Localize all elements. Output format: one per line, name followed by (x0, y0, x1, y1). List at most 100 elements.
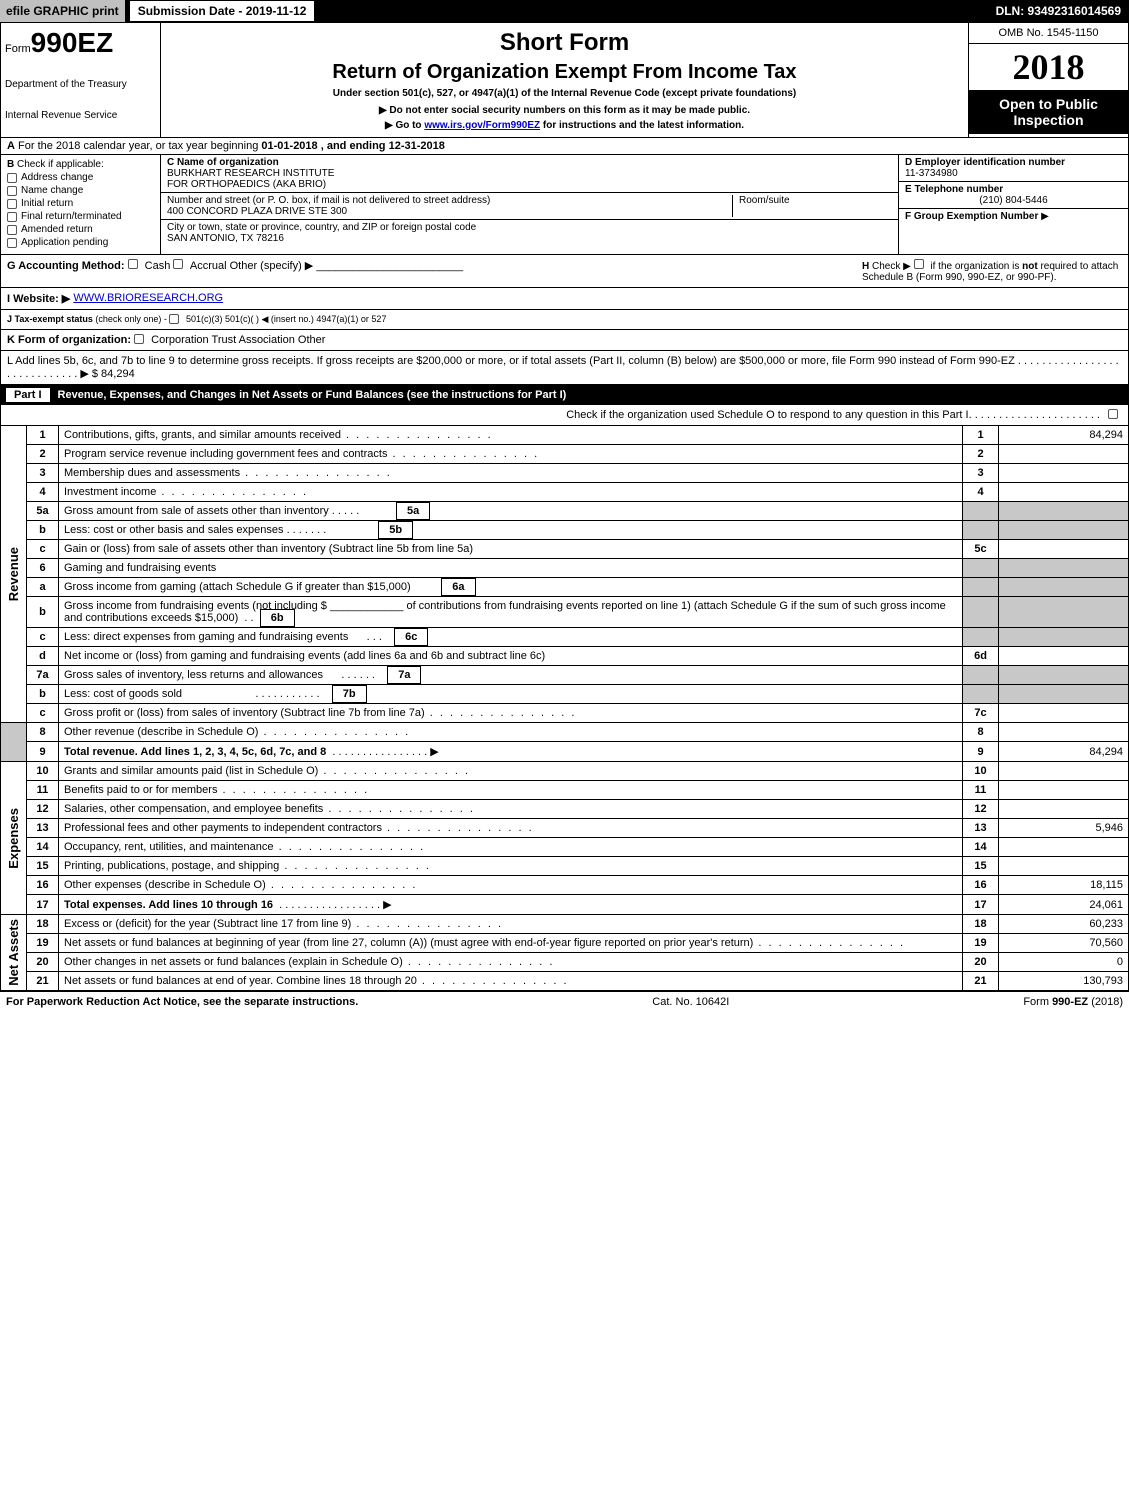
app-pending-label: Application pending (21, 237, 108, 248)
h-check: Check ▶ (872, 261, 911, 272)
page-footer: For Paperwork Reduction Act Notice, see … (0, 991, 1129, 1012)
line-10-num: 10 (27, 762, 59, 781)
line-17-rnum: 17 (963, 895, 999, 915)
line-6b-num: b (27, 597, 59, 628)
line-14-num: 14 (27, 838, 59, 857)
ein-label: D Employer identification number (905, 157, 1065, 168)
website-link[interactable]: WWW.BRIORESEARCH.ORG (73, 292, 223, 305)
return-title: Return of Organization Exempt From Incom… (167, 61, 962, 84)
line-10: Expenses10Grants and similar amounts pai… (1, 762, 1129, 781)
line-6a-subnum: 6a (441, 578, 475, 596)
line-13: 13Professional fees and other payments t… (1, 819, 1129, 838)
line-12-num: 12 (27, 800, 59, 819)
footer-right: Form 990-EZ (2018) (1023, 996, 1123, 1008)
line-12-rnum: 12 (963, 800, 999, 819)
line-17-arrow: ▶ (383, 899, 391, 911)
j-label: J Tax-exempt status (7, 314, 93, 325)
line-5c: cGain or (loss) from sale of assets othe… (1, 540, 1129, 559)
k-label: K Form of organization: (7, 334, 131, 346)
org-name-2: FOR ORTHOPAEDICS (AKA BRIO) (167, 179, 326, 190)
line-4: 4Investment income4 (1, 483, 1129, 502)
form-number: 990EZ (31, 27, 114, 58)
line-6d-val (999, 647, 1129, 666)
line-5a-subnum: 5a (396, 502, 430, 520)
line-2-val (999, 445, 1129, 464)
checkbox-name-change[interactable] (7, 186, 17, 196)
line-2-desc: Program service revenue including govern… (59, 445, 963, 464)
line-8: 8Other revenue (describe in Schedule O)8 (1, 723, 1129, 742)
line-5b-num: b (27, 521, 59, 540)
checkbox-accrual[interactable] (173, 259, 183, 269)
checkbox-cash[interactable] (128, 259, 138, 269)
room-suite: Room/suite (732, 195, 892, 217)
phone-label: E Telephone number (905, 184, 1003, 195)
line-20-rnum: 20 (963, 953, 999, 972)
line-6a-grey (963, 578, 999, 597)
line-12-desc: Salaries, other compensation, and employ… (59, 800, 963, 819)
line-17-desc: Total expenses. Add lines 10 through 16 (64, 899, 273, 911)
checkbox-pending[interactable] (7, 238, 17, 248)
org-name-1: BURKHART RESEARCH INSTITUTE (167, 168, 334, 179)
line-19-num: 19 (27, 934, 59, 953)
line-8-val (999, 723, 1129, 742)
expenses-label: Expenses (6, 808, 21, 869)
g-label: G Accounting Method: (7, 260, 125, 272)
line-11-val (999, 781, 1129, 800)
line-6d-desc: Net income or (loss) from gaming and fun… (59, 647, 963, 666)
line-14-desc: Occupancy, rent, utilities, and maintena… (59, 838, 963, 857)
f-arrow: ▶ (1041, 211, 1049, 222)
line-7a-greyval (999, 666, 1129, 685)
line-13-num: 13 (27, 819, 59, 838)
checkbox-501c3[interactable] (169, 314, 179, 324)
line-7a-subnum: 7a (387, 666, 421, 684)
line-14: 14Occupancy, rent, utilities, and mainte… (1, 838, 1129, 857)
line-18: Net Assets18Excess or (deficit) for the … (1, 915, 1129, 934)
line-10-val (999, 762, 1129, 781)
checkbox-corp[interactable] (134, 334, 144, 344)
goto-link[interactable]: www.irs.gov/Form990EZ (424, 120, 540, 131)
checkbox-schedule-o[interactable] (1108, 409, 1118, 419)
street-label: Number and street (or P. O. box, if mail… (167, 195, 490, 206)
line-4-num: 4 (27, 483, 59, 502)
year-end: 12-31-2018 (389, 140, 445, 152)
omb-number: OMB No. 1545-1150 (969, 23, 1128, 44)
under-section: Under section 501(c), 527, or 4947(a)(1)… (167, 88, 962, 99)
line-a: A For the 2018 calendar year, or tax yea… (0, 138, 1129, 155)
column-b: B Check if applicable: Address change Na… (1, 155, 161, 254)
line-15-val (999, 857, 1129, 876)
line-13-val: 5,946 (999, 819, 1129, 838)
line-a-mid: , and ending (321, 140, 389, 152)
line-3-rnum: 3 (963, 464, 999, 483)
line-2: 2Program service revenue including gover… (1, 445, 1129, 464)
footer-catno: Cat. No. 10642I (652, 996, 729, 1008)
checkbox-h[interactable] (914, 259, 924, 269)
line-3: 3Membership dues and assessments3 (1, 464, 1129, 483)
line-6c: cLess: direct expenses from gaming and f… (1, 628, 1129, 647)
c-name-label: C Name of organization (167, 157, 279, 168)
line-10-desc: Grants and similar amounts paid (list in… (59, 762, 963, 781)
checkbox-initial-return[interactable] (7, 199, 17, 209)
checkbox-amended[interactable] (7, 225, 17, 235)
group-exemption-label: F Group Exemption Number (905, 211, 1038, 222)
line-12-val (999, 800, 1129, 819)
line-15: 15Printing, publications, postage, and s… (1, 857, 1129, 876)
dept-treasury: Department of the Treasury (5, 79, 156, 90)
line-6d: dNet income or (loss) from gaming and fu… (1, 647, 1129, 666)
checkbox-address-change[interactable] (7, 173, 17, 183)
line-7b-subnum: 7b (332, 685, 367, 703)
line-7b-grey (963, 685, 999, 704)
line-3-num: 3 (27, 464, 59, 483)
line-6a-desc: Gross income from gaming (attach Schedul… (64, 581, 411, 593)
line-a-pre: For the 2018 calendar year, or tax year … (18, 140, 261, 152)
checkbox-final-return[interactable] (7, 212, 17, 222)
section-bcd: B Check if applicable: Address change Na… (0, 155, 1129, 255)
line-10-rnum: 10 (963, 762, 999, 781)
line-12: 12Salaries, other compensation, and empl… (1, 800, 1129, 819)
line-14-val (999, 838, 1129, 857)
line-6b-subnum: 6b (260, 609, 295, 627)
line-j: J Tax-exempt status (check only one) - 5… (0, 310, 1129, 330)
address-change-label: Address change (21, 172, 93, 183)
line-9-val: 84,294 (999, 742, 1129, 762)
line-4-desc: Investment income (59, 483, 963, 502)
line-19-rnum: 19 (963, 934, 999, 953)
